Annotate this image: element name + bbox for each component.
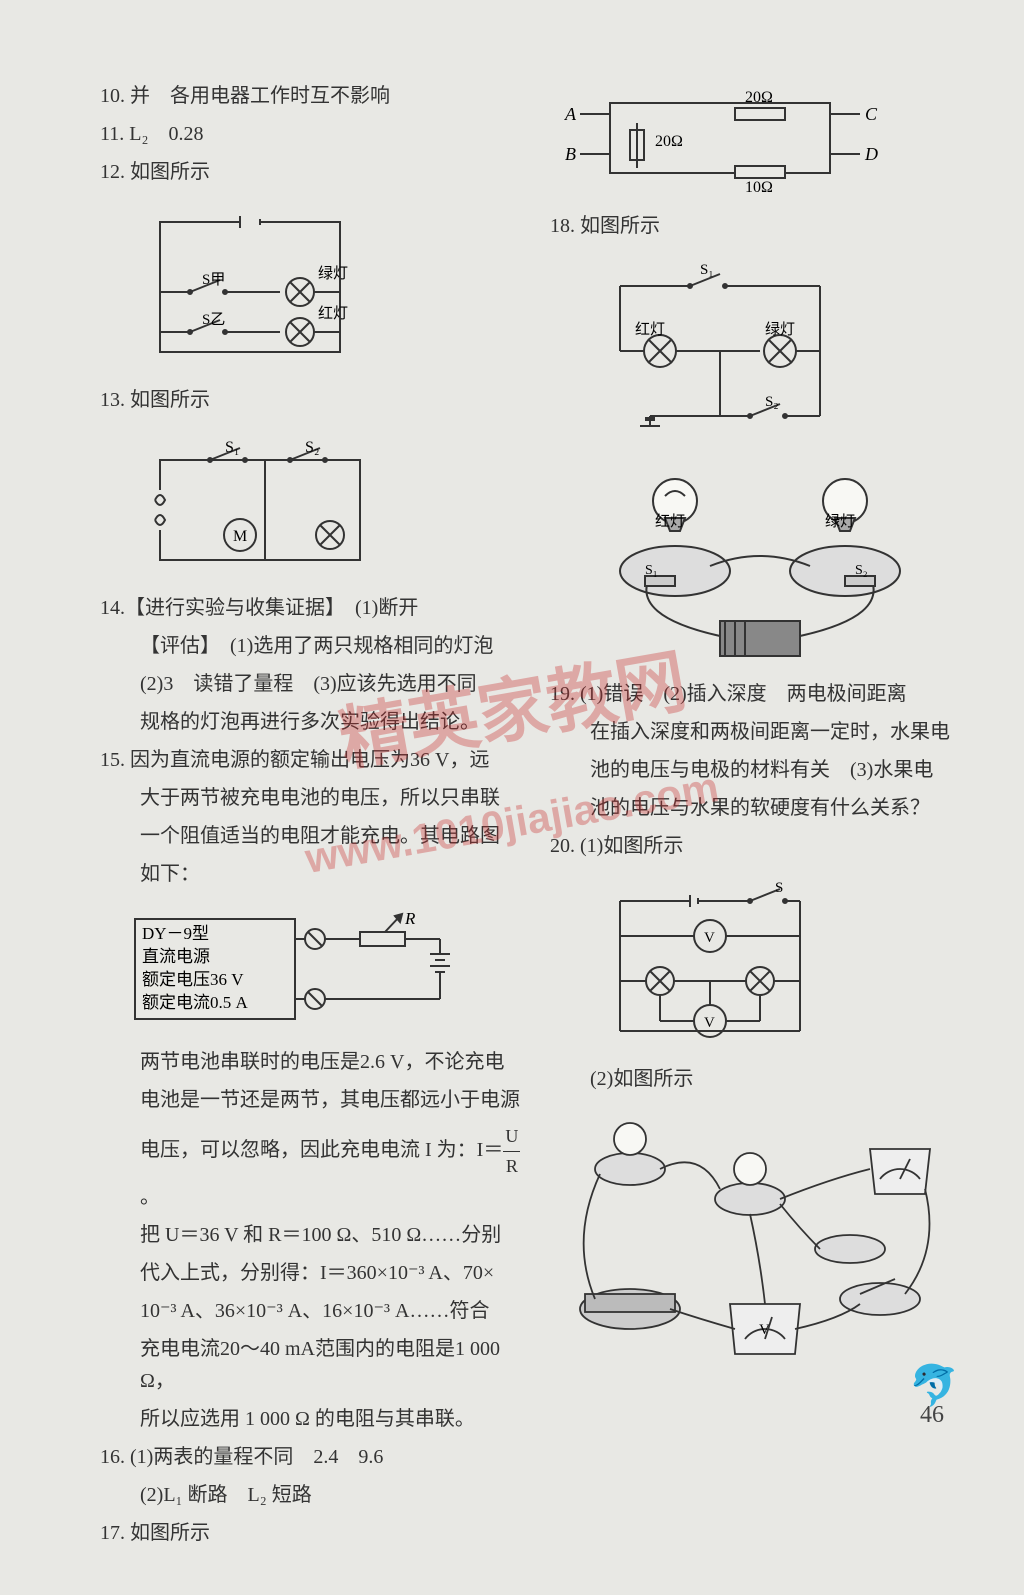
label-s1-pic: S₁	[645, 563, 658, 578]
box-line-2: 额定电压36 V	[142, 970, 244, 989]
label-v: V	[759, 1322, 770, 1338]
label-a: A	[564, 104, 577, 124]
answer-15i: 代入上式，分别得：I＝360×10⁻³ A、70×	[100, 1257, 530, 1289]
box-line-3: 额定电流0.5 A	[142, 993, 248, 1012]
box-line-1: 直流电源	[142, 947, 210, 966]
label-b: B	[565, 144, 576, 164]
answer-15g: 电压，可以忽略，因此充电电流 I 为：I＝UR 。	[100, 1122, 530, 1213]
label-20-top: 20Ω	[745, 89, 773, 106]
answer-15f: 电池是一节还是两节，其电压都远小于电源	[100, 1084, 530, 1116]
label-m: M	[233, 528, 247, 545]
label-green-pic: 绿灯	[825, 513, 855, 530]
diagram-18a: S₁ 红灯 绿灯 S₂	[590, 256, 950, 436]
answer-14a: 14.【进行实验与收集证据】 (1)断开	[100, 592, 530, 624]
answer-10: 10. 并 各用电器工作时互不影响	[100, 80, 530, 112]
answer-18: 18. 如图所示	[550, 210, 950, 242]
diagram-17: A B C D 20Ω 20Ω 10Ω	[560, 88, 950, 198]
label-red: 红灯	[318, 305, 348, 322]
label-r: R	[404, 909, 416, 928]
label-s2: S₂	[305, 439, 319, 456]
answer-20b: (2)如图所示	[550, 1063, 950, 1095]
answer-15l: 所以应选用 1 000 Ω 的电阻与其串联。	[100, 1403, 530, 1435]
answer-19c: 池的电压与电极的材料有关 (3)水果电	[550, 754, 950, 786]
answer-15h: 把 U＝36 V 和 R＝100 Ω、510 Ω……分别	[100, 1219, 530, 1251]
answer-19a: 19. (1)错误 (2)插入深度 两电极间距离	[550, 678, 950, 710]
answer-15b: 大于两节被充电电池的电压，所以只串联	[100, 782, 530, 814]
label-green: 绿灯	[765, 321, 795, 338]
answer-13: 13. 如图所示	[100, 384, 530, 416]
label-s2: S₂	[765, 394, 779, 410]
answer-14c: (2)3 读错了量程 (3)应该先选用不同	[100, 668, 530, 700]
diagram-12: S甲 绿灯 S乙 红灯	[140, 202, 530, 372]
label-red: 红灯	[635, 321, 665, 338]
label-10: 10Ω	[745, 179, 773, 196]
answer-15c: 一个阻值适当的电阻才能充电。其电路图	[100, 820, 530, 852]
answer-14b: 【评估】 (1)选用了两只规格相同的灯泡	[100, 630, 530, 662]
label-s2: S乙	[202, 312, 225, 328]
label-red-pic: 红灯	[655, 513, 685, 530]
box-line-0: DY－9型	[142, 924, 209, 943]
label-s: S	[775, 880, 783, 896]
diagram-15: DY－9型 直流电源 额定电压36 V 额定电流0.5 A R	[130, 904, 530, 1034]
answer-12: 12. 如图所示	[100, 156, 530, 188]
answer-14d: 规格的灯泡再进行多次实验得出结论。	[100, 706, 530, 738]
label-v2: V	[704, 1015, 715, 1031]
answer-15a: 15. 因为直流电源的额定输出电压为36 V，远	[100, 744, 530, 776]
label-green: 绿灯	[318, 265, 348, 282]
answer-15e: 两节电池串联时的电压是2.6 V，不论充电	[100, 1046, 530, 1078]
answer-16a: 16. (1)两表的量程不同 2.4 9.6	[100, 1441, 530, 1473]
label-s1: S甲	[202, 272, 225, 288]
diagram-13: S₁ S₂ M	[140, 430, 530, 580]
label-c: C	[865, 104, 878, 124]
label-s2-pic: S₂	[855, 563, 868, 578]
answer-20a: 20. (1)如图所示	[550, 830, 950, 862]
label-v1: V	[704, 930, 715, 946]
diagram-18b: 红灯 绿灯 S₁ S₂	[590, 456, 950, 666]
text-15g-pre: 电压，可以忽略，因此充电电流 I 为：I＝	[140, 1139, 503, 1161]
diagram-20b: V	[550, 1109, 950, 1379]
answer-19d: 池的电压与水果的软硬度有什么关系？	[550, 792, 950, 824]
text-15g-post: 。	[140, 1186, 160, 1208]
answer-15d: 如下：	[100, 858, 530, 890]
label-s1: S₁	[225, 439, 239, 456]
answer-11: 11. L₂ 0.28	[100, 118, 530, 150]
answer-19b: 在插入深度和两极间距离一定时，水果电	[550, 716, 950, 748]
answer-15k: 充电电流20～40 mA范围内的电阻是1 000 Ω，	[100, 1333, 530, 1397]
right-column: A B C D 20Ω 20Ω 10Ω 18. 如图所示	[550, 80, 950, 1555]
answer-16b: (2)L₁ 断路 L₂ 短路	[100, 1479, 530, 1511]
diagram-20a: S V V	[590, 876, 950, 1051]
label-s1: S₁	[700, 262, 714, 278]
label-d: D	[864, 144, 878, 164]
label-20-mid: 20Ω	[655, 133, 683, 150]
fraction-ur: UR	[503, 1122, 520, 1181]
page-number: 46	[920, 1402, 944, 1429]
left-column: 10. 并 各用电器工作时互不影响 11. L₂ 0.28 12. 如图所示	[100, 80, 530, 1555]
answer-15j: 10⁻³ A、36×10⁻³ A、16×10⁻³ A……符合	[100, 1295, 530, 1327]
answer-17: 17. 如图所示	[100, 1517, 530, 1549]
